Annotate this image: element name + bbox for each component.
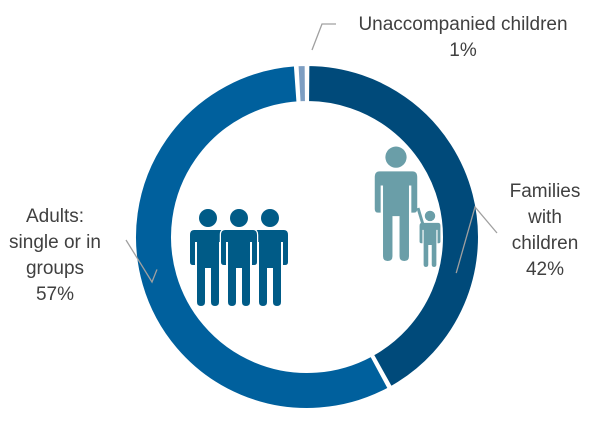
parent-figure <box>374 146 418 261</box>
leader-lines <box>125 23 498 284</box>
adult-figure-right <box>252 209 288 306</box>
adult-figure-left <box>190 209 226 306</box>
donut-slices <box>134 63 480 410</box>
group-of-three-adults-icon <box>190 207 288 308</box>
holding-hands-line <box>416 207 426 229</box>
child-figure <box>419 210 441 267</box>
label-unaccompanied: Unaccompanied children 1% <box>358 14 567 61</box>
label-families: Families with children 42% <box>510 181 581 280</box>
label-unaccompanied-value: 1% <box>449 40 477 61</box>
slice-icons <box>190 146 441 308</box>
label-adults: Adults: single or in groups 57% <box>9 206 101 305</box>
label-families-line-3: children <box>512 233 579 254</box>
label-families-line-2: with <box>527 207 562 228</box>
leader-line-unaccompanied <box>311 23 336 51</box>
leader-line-adults <box>125 239 158 284</box>
label-adults-value: 57% <box>36 284 74 305</box>
slice-families <box>307 63 480 389</box>
slice-unaccompanied <box>296 63 307 104</box>
label-families-line-1: Families <box>510 181 581 202</box>
label-families-value: 42% <box>526 259 564 280</box>
leader-line-families <box>455 205 498 274</box>
adult-figure-center <box>219 207 259 308</box>
label-unaccompanied-line-1: Unaccompanied children <box>358 14 567 35</box>
label-adults-line-1: Adults: <box>26 206 84 227</box>
slice-adults <box>134 64 391 410</box>
label-adults-line-3: groups <box>26 258 84 279</box>
slice-labels: Families with children 42% Adults: single or … <box>9 14 580 305</box>
label-adults-line-2: single or in <box>9 232 101 253</box>
